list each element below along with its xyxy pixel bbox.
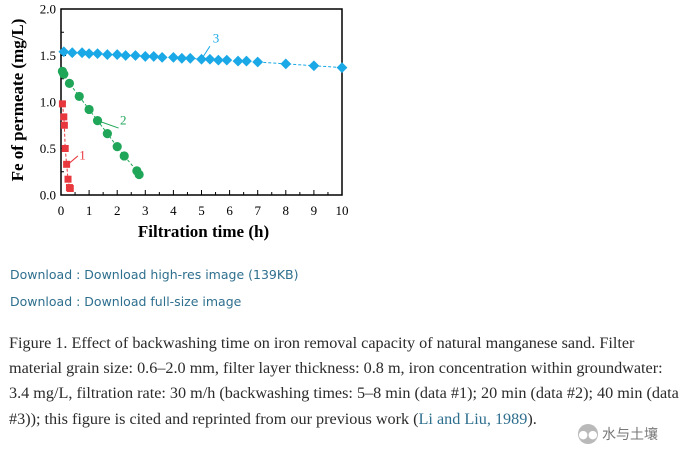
x-axis-label: Filtration time (h): [138, 222, 269, 241]
y-tick-label: 0.5: [40, 141, 56, 156]
x-tick-label: 5: [198, 203, 205, 218]
series-1-point: [64, 175, 72, 183]
series-3-point: [168, 51, 179, 63]
x-tick-label: 7: [254, 203, 261, 218]
series-1-point: [58, 100, 66, 108]
series-2-label: 2: [120, 112, 127, 127]
series-3-point: [130, 50, 141, 61]
plot-frame: [60, 8, 343, 196]
series-3-point: [280, 58, 292, 70]
series-1-point: [60, 113, 68, 121]
download-full-size-link[interactable]: Download : Download full-size image: [10, 294, 242, 309]
y-axis-label: Fe of permeate (mg/L): [8, 19, 27, 182]
series-3-point: [204, 53, 216, 65]
y-tick-label: 2.0: [40, 2, 56, 17]
series-3-point: [76, 47, 88, 59]
series-3-point: [336, 62, 348, 73]
download-high-res-link[interactable]: Download : Download high-res image (139K…: [10, 267, 299, 282]
series-3-point: [92, 48, 103, 60]
chart: 0 1 2 3 4 5 6 7 8 9 10 0.0 0.5 1.0 1.5 2.0 Filtration ti…: [8, 2, 349, 242]
series-3-point: [139, 51, 151, 62]
series-2-point: [112, 142, 122, 152]
chart-labels: 0 1 2 3 4 5 6 7 8 9 10 0.0 0.5 1.0 1.5 2.0 Filtration ti…: [8, 2, 349, 242]
series-3-point: [184, 52, 196, 64]
watermark: ●● 水与土壤: [578, 423, 658, 445]
series-1-point: [63, 160, 71, 168]
series-3-point: [111, 49, 123, 60]
series-2-point: [119, 151, 129, 161]
series-3-point: [101, 49, 113, 60]
series-2-point: [92, 116, 103, 126]
x-tick-label: 9: [311, 203, 318, 218]
series-3-point: [252, 56, 264, 68]
x-tick-label: 3: [142, 203, 149, 218]
x-tick-label: 4: [170, 203, 177, 218]
series-3-point: [66, 47, 78, 59]
y-tick-label: 1.0: [40, 95, 56, 110]
series-3-point: [83, 48, 95, 60]
series-3-point: [156, 51, 168, 63]
caption-tail: ).: [527, 409, 537, 428]
series-2-point: [84, 104, 94, 115]
series-2-point: [74, 91, 84, 102]
series-1-point: [66, 184, 74, 192]
x-tick-label: 0: [58, 203, 65, 218]
figure-caption: Figure 1. Effect of backwashing time on …: [9, 331, 685, 432]
series-1-point: [61, 145, 69, 152]
series-3-point: [308, 60, 320, 72]
series-2-point: [59, 69, 69, 79]
series-1-point: [60, 121, 68, 129]
series-3-point: [176, 52, 188, 64]
chart-marks: [57, 46, 348, 192]
chart-guide-lines: [61, 45, 343, 189]
y-tick-label: 0.0: [40, 188, 56, 203]
series-2-point: [134, 169, 144, 180]
series-3-point: [196, 53, 207, 65]
series-1-label: 1: [79, 148, 86, 163]
series-3-point: [148, 51, 160, 62]
x-tick-label: 1: [86, 203, 93, 218]
series-2-point: [64, 78, 75, 88]
series-3-point: [120, 50, 132, 61]
wechat-icon: ●●: [578, 424, 598, 444]
caption-text: Figure 1. Effect of backwashing time on …: [9, 334, 679, 428]
x-tick-label: 10: [336, 203, 349, 218]
series-3-point: [241, 55, 252, 67]
x-tick-label: 2: [114, 203, 121, 218]
series-3-point: [58, 46, 70, 58]
watermark-text: 水与土壤: [602, 427, 658, 443]
series-2-point: [102, 129, 112, 139]
series-3-label: 3: [213, 30, 220, 45]
x-tick-label: 8: [283, 203, 290, 218]
citation-link[interactable]: Li and Liu, 1989: [418, 409, 528, 428]
x-tick-label: 6: [226, 203, 233, 218]
series-3-point: [212, 54, 224, 66]
series-3-point: [221, 54, 233, 66]
chart-axes: [60, 8, 343, 196]
y-tick-label: 1.5: [40, 48, 56, 63]
series-3-point: [232, 55, 244, 67]
